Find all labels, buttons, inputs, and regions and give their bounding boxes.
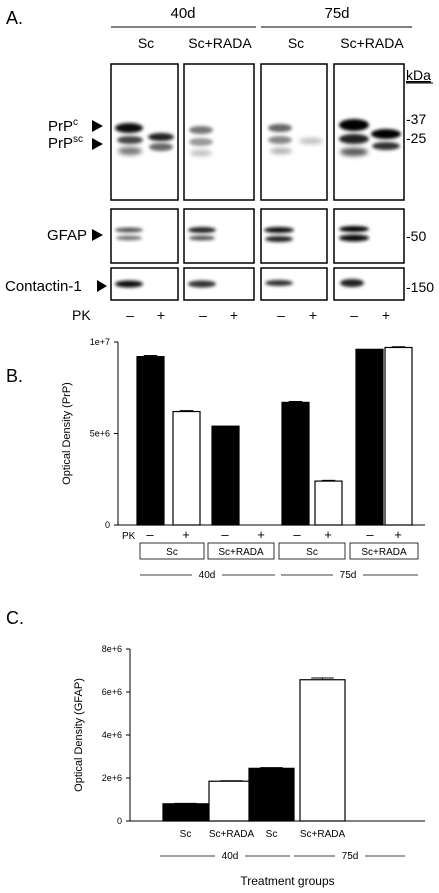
pk-sign: – [146, 527, 154, 542]
y-axis-label: Optical Density (GFAP) [73, 678, 85, 792]
marker-50: -50 [406, 228, 426, 244]
pk-label-b: PK [122, 531, 136, 542]
bar [208, 780, 255, 822]
group-label-b-40d: 40d [199, 570, 216, 581]
y-tick-label: 4e+6 [102, 730, 122, 740]
bar [162, 803, 209, 822]
bar [211, 425, 240, 526]
bar [355, 348, 384, 526]
marker-37: -37 [406, 111, 426, 127]
panel-a-label: A. [6, 8, 23, 28]
bar [172, 410, 201, 526]
y-tick-label: 8e+6 [102, 644, 122, 654]
pk-sign: + [394, 527, 402, 542]
y-tick-label: 0 [117, 816, 122, 826]
group-label-c-75d: 75d [342, 851, 359, 862]
marker-25: -25 [406, 130, 426, 146]
x-tick-label: Sc [180, 829, 192, 840]
bar [248, 767, 295, 822]
panel-b-label: B. [6, 366, 23, 386]
arrowhead-contactin [97, 280, 107, 292]
y-tick-label: 6e+6 [102, 687, 122, 697]
pk-signs-a: – + – + – + – + [126, 307, 390, 323]
x-tick-label: Sc+RADA [300, 829, 346, 840]
group-label-40d: 40d [170, 5, 195, 22]
pk-label-a: PK [72, 307, 91, 323]
pk-signs-b: – + – + – + – + [146, 527, 401, 542]
lane-label-scrada-75d: Sc+RADA [340, 35, 404, 51]
pk-sign: + [230, 307, 238, 323]
pk-sign: – [199, 307, 207, 323]
band-label-prpsc: PrPsc [48, 134, 83, 152]
pk-sign: + [257, 527, 265, 542]
blot-gfap [110, 208, 405, 264]
lane-label-scrada-40d: Sc+RADA [188, 35, 252, 51]
box-label-sc-75d: Sc [306, 547, 318, 558]
band-label-contactin: Contactin-1 [5, 278, 82, 295]
bar [281, 401, 310, 526]
lane-label-sc-75d: Sc [288, 35, 304, 51]
box-label-scrada-75d: Sc+RADA [361, 547, 407, 558]
pk-sign: – [221, 527, 229, 542]
y-tick-label: 5e+6 [90, 429, 110, 439]
marker-150: -150 [406, 279, 434, 295]
pk-sign: + [382, 307, 390, 323]
blot-prp [110, 63, 405, 201]
y-axis-label: Optical Density (PrP) [61, 382, 73, 485]
y-tick-label: 0 [105, 520, 110, 530]
box-label-scrada-40d: Sc+RADA [218, 547, 264, 558]
y-tick-label: 2e+6 [102, 773, 122, 783]
kda-label: kDa [406, 67, 431, 83]
treatment-boxes-b: Sc Sc+RADA Sc Sc+RADA [139, 542, 419, 560]
group-label-b-75d: 75d [340, 570, 357, 581]
pk-sign: + [324, 527, 332, 542]
group-label-75d: 75d [324, 5, 349, 22]
lane-label-sc-40d: Sc [138, 35, 154, 51]
bar [299, 679, 346, 822]
pk-sign: – [126, 307, 134, 323]
pk-sign: – [277, 307, 285, 323]
band-label-prpc: PrPc [48, 117, 78, 135]
bar [384, 346, 413, 526]
y-tick-label: 1e+7 [90, 337, 110, 347]
pk-sign: – [293, 527, 301, 542]
pk-sign: – [366, 527, 374, 542]
panel-c-label: C. [6, 608, 24, 628]
x-tick-label: Sc+RADA [209, 829, 255, 840]
x-axis-label: Treatment groups [240, 874, 334, 888]
pk-sign: – [350, 307, 358, 323]
arrowhead-gfap [92, 229, 103, 241]
band-label-gfap: GFAP [47, 227, 87, 244]
arrowhead-prpsc [92, 138, 103, 150]
pk-sign: + [157, 307, 165, 323]
pk-sign: + [182, 527, 190, 542]
blot-contactin [110, 267, 405, 301]
arrowhead-prpc [92, 120, 103, 132]
group-label-c-40d: 40d [222, 851, 239, 862]
box-label-sc-40d: Sc [166, 547, 178, 558]
pk-sign: + [309, 307, 317, 323]
x-tick-label: Sc [266, 829, 278, 840]
bar [136, 356, 165, 526]
chart-prp: 0 5e+6 1e+7 Optical Density (PrP) [61, 337, 425, 530]
chart-gfap: 0 2e+6 4e+6 6e+6 8e+6 Optical Density (GFAP) S… [73, 644, 425, 888]
bar [314, 480, 343, 526]
